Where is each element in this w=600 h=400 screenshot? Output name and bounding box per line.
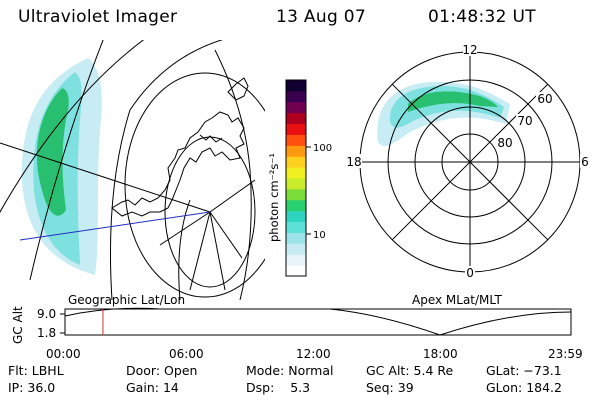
time-label: 01:48:32 UT — [428, 7, 536, 27]
colorbar-band — [286, 210, 306, 223]
meridian-arc — [109, 40, 224, 300]
meridian-arc — [29, 40, 104, 281]
colorbar-band — [286, 134, 306, 146]
gain-readout: Gain: 14 — [126, 380, 179, 395]
meridian-arc — [214, 49, 252, 300]
altitude-xtick-1800: 18:00 — [423, 347, 458, 361]
graticule-line — [209, 179, 256, 213]
colorbar-band — [286, 243, 306, 255]
aurora-core — [36, 88, 69, 216]
aurora-polar-core — [408, 91, 498, 112]
latitude-circle — [124, 72, 265, 298]
mlat-label-80: 80 — [497, 136, 512, 150]
geographic-label: Geographic Lat/Lon — [68, 293, 186, 307]
mlat-label-70: 70 — [517, 114, 532, 128]
latitude-circle — [164, 136, 256, 288]
coastline — [199, 134, 223, 143]
colorbar-band — [286, 178, 306, 190]
colorbar-band — [286, 167, 306, 179]
dsp-readout: Dsp: 5.3 — [246, 380, 311, 395]
colorbar-frame — [285, 79, 307, 277]
mode-readout: Mode: Normal — [246, 363, 334, 378]
mlat-label-60: 60 — [537, 92, 552, 106]
mlt-label-6: 6 — [581, 155, 589, 169]
altitude-xtick-1200: 12:00 — [296, 347, 331, 361]
colorbar-label: photon cm⁻²s⁻¹ — [267, 153, 281, 242]
graticule-line — [159, 211, 211, 246]
flt-readout: Flt: LBHL — [8, 363, 64, 378]
coastline — [111, 111, 245, 217]
glat-readout: GLat: −73.1 — [486, 363, 562, 378]
polar-plot: 12 18 6 0 60 70 80 — [346, 43, 590, 280]
ip-readout: IP: 36.0 — [8, 380, 56, 395]
glon-readout: GLon: 184.2 — [486, 380, 562, 395]
door-readout: Door: Open — [126, 363, 198, 378]
colorbar-band — [286, 123, 306, 135]
meridian-arc — [0, 40, 145, 213]
mlt-line — [391, 83, 549, 241]
altitude-ytick-9: 9.0 — [37, 307, 56, 321]
altitude-plot: GC Alt 9.0 1.8 — [11, 306, 572, 344]
colorbar-band — [286, 145, 306, 157]
gc-alt-readout: GC Alt: 5.4 Re — [366, 363, 454, 378]
graticule-line — [209, 211, 226, 291]
apex-label: Apex MLat/MLT — [412, 293, 502, 307]
colorbar-band — [286, 80, 306, 92]
instrument-title: Ultraviolet Imager — [18, 7, 178, 27]
colorbar: 100 10 photon cm⁻²s⁻¹ — [267, 79, 332, 277]
geographic-map — [0, 40, 265, 300]
altitude-xtick-0000: 00:00 — [46, 347, 81, 361]
colorbar-tick-100: 100 — [313, 143, 332, 154]
colorbar-band — [286, 188, 306, 201]
mlt-label-18: 18 — [346, 155, 361, 169]
altitude-xtick-0600: 06:00 — [169, 347, 204, 361]
colorbar-band — [286, 156, 306, 168]
graticule-line — [189, 211, 211, 291]
altitude-frame — [64, 308, 572, 336]
colorbar-band — [286, 221, 306, 233]
colorbar-band — [286, 265, 306, 277]
altitude-axis-label: GC Alt — [11, 306, 25, 344]
colorbar-band — [286, 90, 306, 103]
colorbar-band — [286, 101, 306, 114]
graticule-line — [0, 142, 211, 213]
date-label: 13 Aug 07 — [276, 7, 366, 27]
mlt-label-12: 12 — [462, 43, 477, 57]
coastline — [227, 77, 249, 101]
mlt-label-0: 0 — [466, 266, 474, 280]
colorbar-band — [286, 199, 306, 212]
colorbar-band — [286, 254, 306, 266]
seq-readout: Seq: 39 — [366, 380, 414, 395]
altitude-ytick-1-8: 1.8 — [37, 326, 56, 340]
colorbar-band — [286, 232, 306, 244]
colorbar-band — [286, 112, 306, 125]
altitude-curve — [64, 307, 572, 336]
altitude-xtick-2359: 23:59 — [548, 347, 583, 361]
terminator-line — [19, 211, 211, 241]
meridian-arc — [178, 199, 191, 300]
graticule-line — [209, 211, 243, 259]
colorbar-tick-10: 10 — [313, 230, 326, 241]
